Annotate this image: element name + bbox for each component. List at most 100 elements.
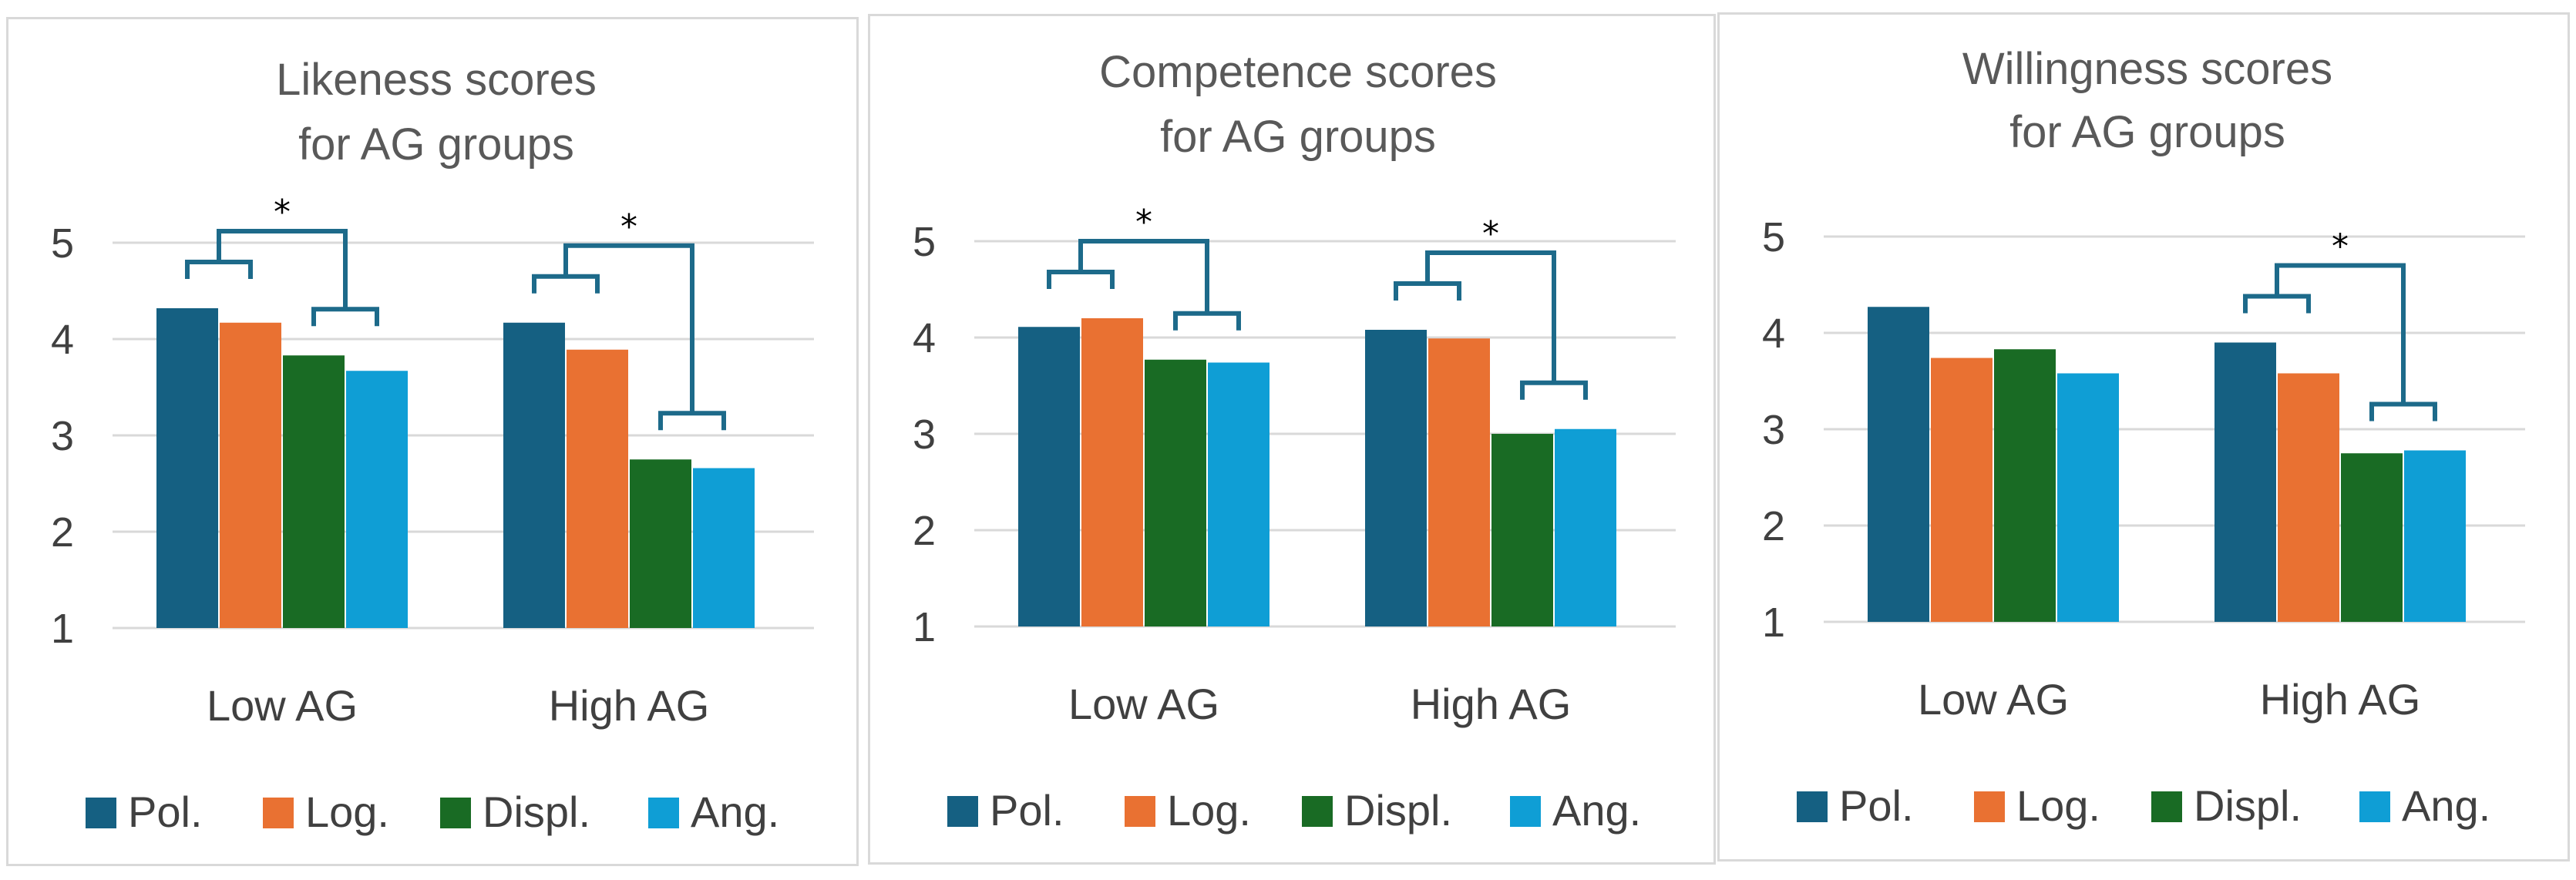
- legend-label: Displ.: [483, 788, 590, 836]
- bar: [220, 322, 281, 628]
- bracket-left-group: [1047, 270, 1115, 289]
- bracket-connector: [1078, 239, 1209, 314]
- bracket-right-group: [2369, 401, 2437, 422]
- legend-label: Ang.: [2402, 781, 2490, 830]
- bracket-left-group: [1394, 281, 1461, 301]
- legend-label: Pol.: [1839, 781, 1914, 830]
- legend-label: Ang.: [1552, 786, 1641, 835]
- category-label: High AG: [1411, 680, 1572, 728]
- bar: [693, 468, 755, 628]
- bracket-right-group: [1520, 380, 1588, 400]
- chart-title: Competence scores for AG groups: [1099, 47, 1497, 162]
- bracket-left-group: [185, 260, 253, 279]
- y-tick-label: 3: [51, 413, 74, 459]
- y-tick-label: 2: [51, 509, 74, 556]
- y-tick-label: 4: [1762, 311, 1785, 357]
- bar: [1931, 358, 1993, 622]
- bar: [2404, 450, 2466, 622]
- legend-label: Ang.: [691, 788, 779, 836]
- significance-star: *: [274, 193, 291, 232]
- y-tick-label: 3: [1762, 407, 1785, 453]
- bar: [283, 355, 345, 628]
- y-tick-label: 1: [1762, 600, 1785, 646]
- legend-label: Log.: [305, 788, 389, 836]
- y-tick-label: 4: [913, 315, 936, 361]
- significance-bracket: [1047, 239, 1241, 331]
- bar: [1868, 307, 1929, 622]
- legend-swatch: [1797, 791, 1828, 822]
- legend-label: Pol.: [990, 786, 1064, 835]
- legend-swatch: [2151, 791, 2182, 822]
- y-tick-label: 5: [51, 220, 74, 267]
- likeness-chart-panel: Likeness scores for AG groups 1 2 3 4 5 Low AG H…: [6, 17, 859, 866]
- significance-bracket: [1394, 250, 1588, 400]
- bracket-connector: [2275, 263, 2406, 405]
- legend-label: Displ.: [1344, 786, 1452, 835]
- bar: [1018, 327, 1080, 626]
- legend-swatch: [648, 798, 679, 828]
- significance-star: *: [2332, 227, 2349, 267]
- bracket-left-group: [532, 274, 600, 294]
- legend-swatch: [1125, 796, 1155, 827]
- chart-title: Likeness scores for AG groups: [276, 55, 597, 170]
- y-tick-label: 2: [1762, 503, 1785, 549]
- category-label: High AG: [549, 681, 710, 730]
- bar: [1428, 338, 1490, 626]
- legend-label: Displ.: [2194, 781, 2302, 830]
- significance-star: *: [1135, 203, 1152, 242]
- chart-title-line: Likeness scores: [276, 55, 597, 105]
- bar: [2341, 453, 2403, 622]
- bar: [630, 459, 691, 628]
- category-label: Low AG: [1068, 680, 1219, 728]
- bar: [2214, 342, 2276, 622]
- bar: [346, 371, 408, 628]
- bracket-left-group: [2243, 294, 2311, 314]
- significance-star: *: [620, 207, 637, 247]
- significance-bracket: [2243, 263, 2437, 422]
- bar: [567, 349, 628, 628]
- bar: [1365, 330, 1427, 626]
- chart-title: Willingness scores for AG groups: [1962, 44, 2332, 157]
- category-label: High AG: [2260, 675, 2421, 724]
- legend-label: Log.: [2016, 781, 2100, 830]
- legend-swatch: [947, 796, 978, 827]
- legend-swatch: [440, 798, 471, 828]
- bracket-right-group: [658, 411, 726, 431]
- chart-title-line: for AG groups: [298, 119, 574, 170]
- y-tick-label: 2: [913, 508, 936, 554]
- bar: [1145, 359, 1206, 626]
- likeness-chart: Likeness scores for AG groups 1 2 3 4 5 Low AG H…: [51, 55, 814, 836]
- chart-title-line: Willingness scores: [1962, 44, 2332, 94]
- chart-title-line: for AG groups: [1160, 112, 1436, 162]
- y-tick-label: 5: [1762, 214, 1785, 260]
- y-tick-label: 3: [913, 411, 936, 458]
- y-tick-label: 1: [51, 606, 74, 652]
- significance-bracket: [185, 229, 379, 327]
- bar: [1994, 349, 2056, 622]
- y-tick-label: 5: [913, 219, 936, 265]
- significance-star: *: [1482, 214, 1499, 254]
- legend-label: Log.: [1167, 786, 1251, 835]
- bracket-connector: [217, 229, 348, 310]
- bracket-connector: [1425, 250, 1556, 383]
- legend-swatch: [1974, 791, 2005, 822]
- bar: [1208, 362, 1270, 626]
- bracket-right-group: [1173, 311, 1241, 331]
- bar: [1555, 428, 1616, 626]
- bar: [503, 322, 565, 628]
- competence-chart: Competence scores for AG groups 1 2 3 4 5 Low A…: [913, 47, 1676, 835]
- willingness-chart-panel: Willingness scores for AG groups 1 2 3 4 5 Low …: [1717, 12, 2570, 862]
- bracket-right-group: [311, 307, 379, 327]
- y-tick-label: 4: [51, 317, 74, 363]
- y-tick-label: 1: [913, 604, 936, 650]
- legend-swatch: [1302, 796, 1333, 827]
- bar: [2057, 373, 2119, 622]
- legend-swatch: [1510, 796, 1541, 827]
- competence-chart-panel: Competence scores for AG groups 1 2 3 4 5 Low A…: [868, 14, 1716, 865]
- legend-swatch: [263, 798, 294, 828]
- chart-title-line: for AG groups: [2009, 107, 2285, 157]
- bar: [156, 308, 218, 628]
- bracket-connector: [563, 243, 694, 414]
- category-label: Low AG: [1918, 675, 2069, 724]
- legend-label: Pol.: [128, 788, 203, 836]
